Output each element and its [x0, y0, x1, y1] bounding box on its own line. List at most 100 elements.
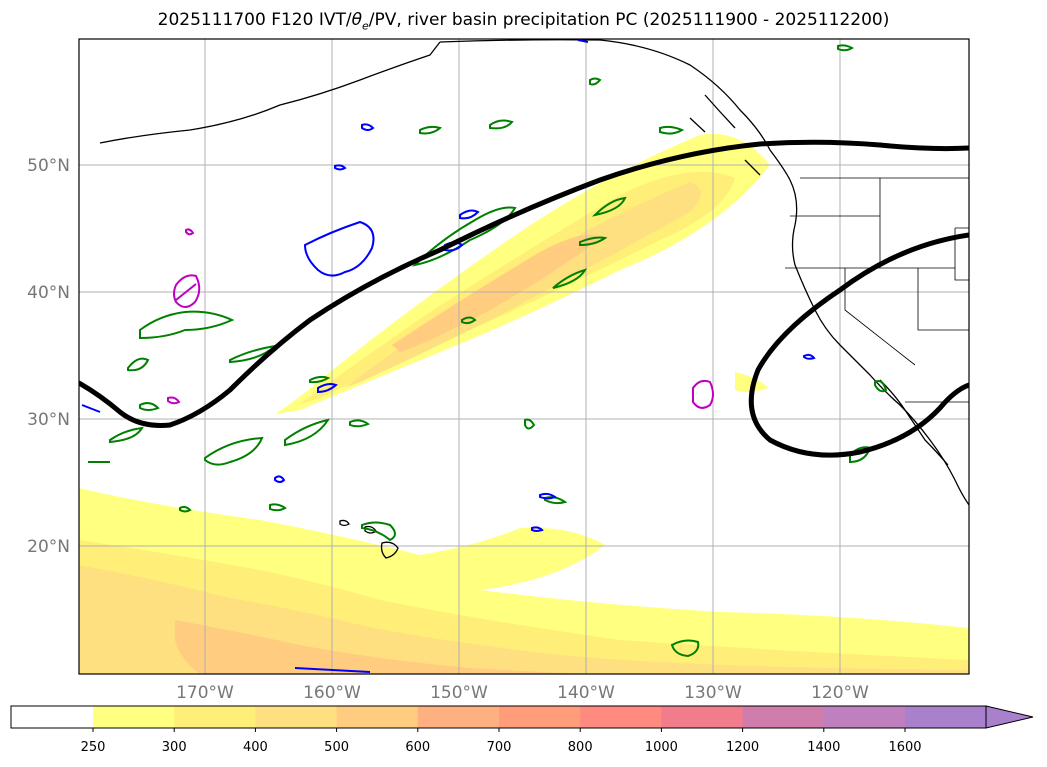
green-contour [579, 236, 608, 247]
coast-bc-islands [689, 94, 761, 176]
colorbar-tick-label: 250 [81, 740, 106, 755]
coast-alaska-peninsula [99, 41, 441, 144]
latitude-labels: 50°N 40°N 30°N 20°N [27, 156, 70, 557]
blue-contour [81, 404, 101, 413]
green-contour [349, 419, 371, 428]
green-contour [139, 310, 235, 340]
magenta-contour-hatch [175, 283, 197, 301]
green-contour [837, 44, 855, 52]
magenta-contour [167, 396, 181, 405]
blue-contour [303, 220, 375, 277]
colorbar-swatch [174, 706, 256, 728]
lat-label-50n: 50°N [27, 156, 70, 176]
green-contour [659, 125, 685, 135]
magenta-contour [692, 379, 714, 409]
title-period: (2025111900 - 2025112200) [642, 10, 890, 30]
colorbar-swatch [417, 706, 500, 728]
colorbar: 250 300 400 500 600 700 800 1000 1200 1400 1600 [10, 705, 1034, 755]
lon-label-150w: 150°W [430, 683, 488, 703]
colorbar-swatch [905, 706, 987, 728]
pv-line-main [79, 139, 969, 428]
longitude-labels: 170°W 160°W 150°W 140°W 130°W 120°W [176, 683, 869, 703]
pv-line-eastern-loop [748, 232, 969, 458]
blue-contour [803, 353, 816, 360]
blue-contours [81, 39, 816, 673]
title-ivt: IVT/ [318, 10, 352, 30]
title-theta-sub: e [362, 19, 369, 33]
magenta-contour [185, 228, 195, 236]
blue-contour [577, 39, 589, 43]
coast-hawaii-oahu [339, 519, 350, 527]
lon-label-170w: 170°W [176, 683, 234, 703]
colorbar-ticks: 250 300 400 500 600 700 800 1000 1200 1400 1600 [81, 728, 922, 755]
green-contour [269, 503, 287, 512]
green-contours [88, 44, 888, 658]
blue-contour [334, 164, 347, 171]
ivt-atmospheric-river [275, 133, 770, 415]
green-contour [591, 196, 627, 217]
colorbar-swatch [823, 706, 906, 728]
colorbar-swatches [93, 706, 987, 728]
colorbar-tick-label: 500 [324, 740, 349, 755]
green-contour [139, 402, 160, 411]
colorbar-tick-label: 600 [405, 740, 430, 755]
magenta-contours [167, 228, 714, 409]
green-contour [204, 436, 264, 466]
border-ca-nv [844, 268, 916, 366]
colorbar-tick-label: 400 [243, 740, 268, 755]
colorbar-tick-label: 700 [487, 740, 512, 755]
coast-baja [879, 379, 949, 466]
lon-label-130w: 130°W [684, 683, 742, 703]
magenta-contour [173, 274, 201, 308]
colorbar-tick-label: 300 [162, 740, 187, 755]
map-frame [78, 38, 970, 675]
green-contour [544, 496, 568, 505]
coast-alaska-gulf [439, 39, 791, 181]
green-contour [284, 418, 331, 447]
green-contour [309, 375, 331, 384]
green-contour [489, 119, 514, 130]
lon-label-140w: 140°W [557, 683, 615, 703]
colorbar-tick-label: 1400 [807, 740, 840, 755]
blue-contour [531, 526, 544, 532]
colorbar-tick-label: 800 [568, 740, 593, 755]
border-inland [954, 227, 969, 281]
map-panel [79, 39, 969, 674]
green-contour [874, 380, 888, 393]
green-contour [361, 521, 396, 542]
border-nv-ut [917, 268, 969, 331]
lon-label-160w: 160°W [303, 683, 361, 703]
coastlines [99, 39, 969, 559]
colorbar-tick-label: 1000 [645, 740, 678, 755]
colorbar-swatch [255, 706, 338, 728]
colorbar-tick-label: 1600 [888, 740, 921, 755]
lat-label-30n: 30°N [27, 410, 70, 430]
green-contour [109, 426, 144, 444]
colorbar-swatch [580, 706, 662, 728]
colorbar-under [11, 706, 93, 728]
green-contour [552, 268, 588, 289]
colorbar-swatch [661, 706, 744, 728]
colorbar-swatch [742, 706, 825, 728]
map-title: 2025111700 F120 IVT/θe/PV, river basin p… [0, 10, 1047, 32]
green-contour [179, 505, 192, 513]
blue-contour [459, 209, 480, 220]
green-contour [127, 357, 150, 372]
green-contour [670, 639, 700, 658]
colorbar-swatch [336, 706, 419, 728]
colorbar-swatch [93, 706, 175, 728]
coast-hawaii-big-island [380, 541, 399, 559]
title-date: 2025111700 [157, 10, 266, 30]
green-contour [524, 418, 536, 430]
colorbar-extend-arrow [985, 705, 1034, 729]
colorbar-swatch [499, 706, 581, 728]
blue-contour [274, 475, 286, 483]
colorbar-tick-label: 1200 [726, 740, 759, 755]
ivt-trop-500 [175, 620, 585, 674]
lon-label-120w: 120°W [811, 683, 869, 703]
lat-label-20n: 20°N [27, 537, 70, 557]
blue-contour [361, 123, 375, 131]
pv-contours [79, 139, 969, 458]
blue-contour [294, 667, 371, 673]
